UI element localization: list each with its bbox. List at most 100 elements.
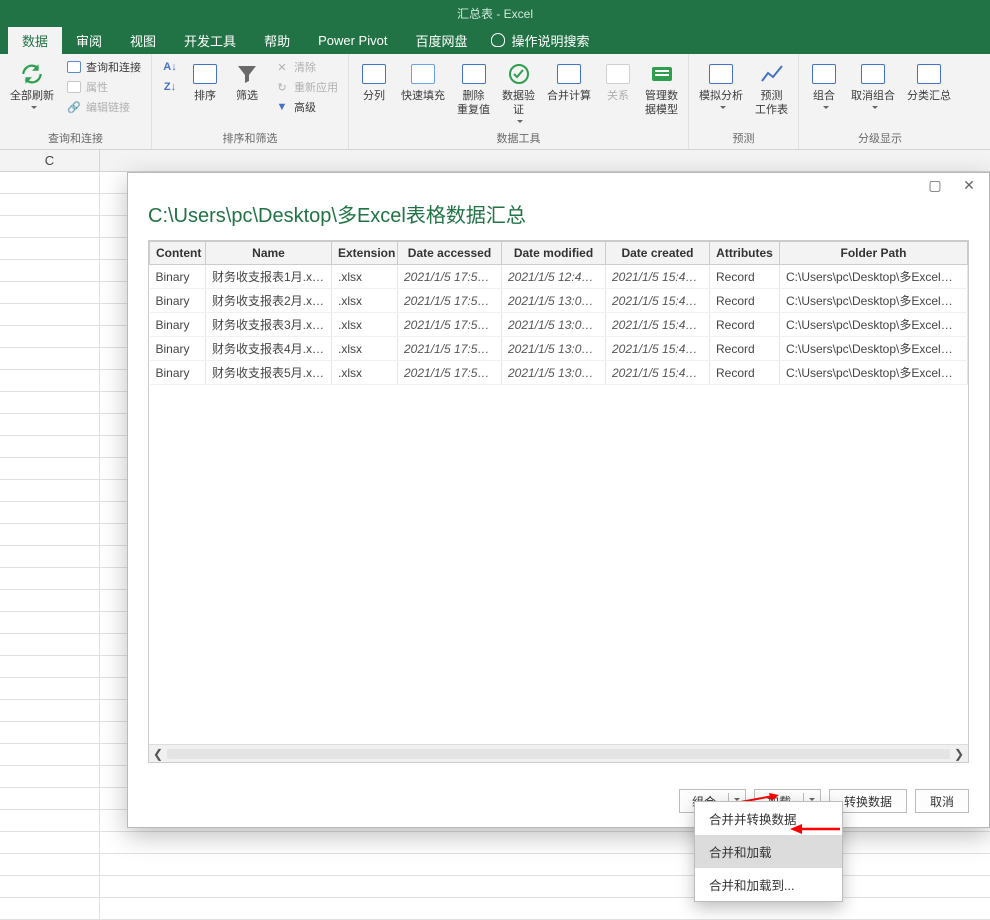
tab-view[interactable]: 视图 bbox=[116, 26, 170, 54]
table-cell: Record bbox=[710, 289, 780, 313]
horizontal-scrollbar[interactable]: ❮ ❯ bbox=[149, 744, 968, 762]
grid-cell[interactable] bbox=[0, 634, 100, 655]
sort-asc-button[interactable]: A↓ bbox=[158, 58, 182, 76]
table-row[interactable]: Binary财务收支报表4月.xlsx.xlsx2021/1/5 17:55:0… bbox=[150, 337, 968, 361]
table-cell: Record bbox=[710, 337, 780, 361]
grid-cell[interactable] bbox=[0, 282, 100, 303]
filter-button[interactable]: 筛选 bbox=[228, 58, 266, 106]
table-cell: .xlsx bbox=[332, 265, 398, 289]
sort-dialog-button[interactable]: 排序 bbox=[186, 58, 224, 106]
grid-cell[interactable] bbox=[0, 810, 100, 831]
tab-data[interactable]: 数据 bbox=[8, 26, 62, 54]
window-title: 汇总表 - Excel bbox=[457, 5, 533, 22]
grid-cell[interactable] bbox=[0, 172, 100, 193]
col-date-accessed[interactable]: Date accessed bbox=[398, 242, 502, 265]
grid-cell[interactable] bbox=[0, 898, 100, 919]
grid-cell[interactable] bbox=[0, 216, 100, 237]
advanced-filter-button[interactable]: ▼高级 bbox=[270, 98, 342, 116]
table-row[interactable]: Binary财务收支报表2月.xlsx.xlsx2021/1/5 17:55:0… bbox=[150, 289, 968, 313]
dialog-close-button[interactable]: ✕ bbox=[959, 177, 979, 194]
menu-item-combine-load-to[interactable]: 合并和加载到... bbox=[695, 868, 842, 901]
edit-links-icon: 🔗 bbox=[66, 99, 82, 115]
remove-duplicates-button[interactable]: 删除 重复值 bbox=[453, 58, 494, 120]
grid-cell[interactable] bbox=[0, 304, 100, 325]
grid-cell[interactable] bbox=[0, 392, 100, 413]
table-row[interactable]: Binary财务收支报表5月.xlsx.xlsx2021/1/5 17:55:0… bbox=[150, 361, 968, 385]
tab-baidu-netdisk[interactable]: 百度网盘 bbox=[401, 26, 481, 54]
tab-review[interactable]: 审阅 bbox=[62, 26, 116, 54]
data-model-button[interactable]: 管理数 据模型 bbox=[641, 58, 682, 120]
scroll-right-button[interactable]: ❯ bbox=[950, 747, 968, 761]
col-folder-path[interactable]: Folder Path bbox=[780, 242, 968, 265]
table-cell: 财务收支报表2月.xlsx bbox=[206, 289, 332, 313]
lightbulb-icon bbox=[491, 33, 505, 47]
col-content[interactable]: Content bbox=[150, 242, 206, 265]
outline-ungroup-button[interactable]: 取消组合 bbox=[847, 58, 899, 112]
text-to-columns-button[interactable]: 分列 bbox=[355, 58, 393, 106]
grid-cell[interactable] bbox=[0, 546, 100, 567]
consolidate-button[interactable]: 合并计算 bbox=[543, 58, 595, 106]
grid-cell[interactable] bbox=[0, 876, 100, 897]
grid-cell[interactable] bbox=[0, 832, 100, 853]
grid-cell[interactable] bbox=[0, 612, 100, 633]
grid-cell[interactable] bbox=[0, 744, 100, 765]
tab-power-pivot[interactable]: Power Pivot bbox=[304, 26, 401, 54]
grid-cell[interactable] bbox=[0, 436, 100, 457]
grid-cell[interactable] bbox=[0, 348, 100, 369]
outline-group-button[interactable]: 组合 bbox=[805, 58, 843, 112]
grid-cell[interactable] bbox=[0, 766, 100, 787]
refresh-all-button[interactable]: 全部刷新 bbox=[6, 58, 58, 112]
grid-cell[interactable] bbox=[0, 480, 100, 501]
forecast-sheet-button[interactable]: 预测 工作表 bbox=[751, 58, 792, 120]
sort-desc-icon: Z↓ bbox=[162, 79, 178, 95]
grid-cell[interactable] bbox=[0, 238, 100, 259]
data-validation-button[interactable]: 数据验 证 bbox=[498, 58, 539, 126]
column-header-C[interactable]: C bbox=[0, 150, 100, 171]
table-row[interactable]: Binary财务收支报表1月.xlsx.xlsx2021/1/5 17:55:0… bbox=[150, 265, 968, 289]
tab-developer[interactable]: 开发工具 bbox=[170, 26, 250, 54]
clear-filter-button: ✕清除 bbox=[270, 58, 342, 76]
menu-item-combine-load[interactable]: 合并和加载 bbox=[695, 835, 842, 868]
flash-fill-button[interactable]: 快速填充 bbox=[397, 58, 449, 106]
queries-connections-button[interactable]: 查询和连接 bbox=[62, 58, 145, 76]
grid-cell[interactable] bbox=[0, 260, 100, 281]
menu-item-combine-transform[interactable]: 合并并转换数据 bbox=[695, 802, 842, 835]
sort-desc-button[interactable]: Z↓ bbox=[158, 78, 182, 96]
tab-help[interactable]: 帮助 bbox=[250, 26, 304, 54]
cancel-button[interactable]: 取消 bbox=[915, 789, 969, 813]
grid-cell[interactable] bbox=[0, 414, 100, 435]
dialog-maximize-button[interactable]: ▢ bbox=[925, 177, 945, 194]
grid-cell[interactable] bbox=[0, 722, 100, 743]
grid-cell[interactable] bbox=[0, 788, 100, 809]
grid-cell[interactable] bbox=[0, 524, 100, 545]
col-date-created[interactable]: Date created bbox=[606, 242, 710, 265]
reapply-button: ↻重新应用 bbox=[270, 78, 342, 96]
col-attributes[interactable]: Attributes bbox=[710, 242, 780, 265]
grid-cell[interactable] bbox=[0, 678, 100, 699]
col-extension[interactable]: Extension bbox=[332, 242, 398, 265]
col-name[interactable]: Name bbox=[206, 242, 332, 265]
grid-cell[interactable] bbox=[0, 370, 100, 391]
grid-cell[interactable] bbox=[0, 502, 100, 523]
relationships-button: 关系 bbox=[599, 58, 637, 106]
table-cell: 2021/1/5 17:55:07 bbox=[398, 289, 502, 313]
grid-cell[interactable] bbox=[0, 700, 100, 721]
scroll-track[interactable] bbox=[167, 749, 950, 759]
text-to-columns-icon bbox=[360, 60, 388, 88]
scroll-left-button[interactable]: ❮ bbox=[149, 747, 167, 761]
grid-cell[interactable] bbox=[0, 326, 100, 347]
grid-cell[interactable] bbox=[0, 854, 100, 875]
tell-me-search[interactable]: 操作说明搜索 bbox=[481, 26, 599, 54]
subtotal-button[interactable]: 分类汇总 bbox=[903, 58, 955, 106]
grid-cell[interactable] bbox=[0, 194, 100, 215]
preview-table-wrapper: Content Name Extension Date accessed Dat… bbox=[148, 240, 969, 763]
col-date-modified[interactable]: Date modified bbox=[502, 242, 606, 265]
grid-cell[interactable] bbox=[0, 590, 100, 611]
grid-cell[interactable] bbox=[0, 568, 100, 589]
grid-cell[interactable] bbox=[0, 458, 100, 479]
grid-cell[interactable] bbox=[0, 656, 100, 677]
ribbon-group-sort-filter: A↓ Z↓ 排序 筛选 ✕清除 ↻重新应用 ▼高级 排序和筛选 bbox=[152, 54, 349, 149]
table-row[interactable]: Binary财务收支报表3月.xlsx.xlsx2021/1/5 17:55:0… bbox=[150, 313, 968, 337]
whatif-button[interactable]: 模拟分析 bbox=[695, 58, 747, 112]
group-label-connections: 查询和连接 bbox=[6, 128, 145, 149]
